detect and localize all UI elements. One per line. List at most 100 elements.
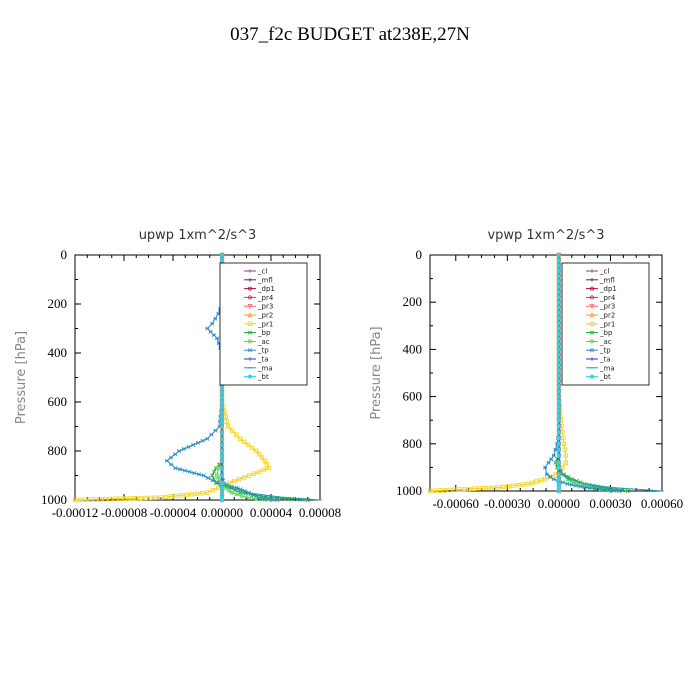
data-point	[87, 497, 93, 502]
y-tick-label: 0	[416, 247, 423, 262]
legend-marker	[590, 357, 594, 361]
data-point	[592, 486, 597, 491]
panel-title: upwp 1xm^2/s^3	[139, 228, 257, 243]
data-point	[219, 390, 224, 395]
data-point	[556, 465, 561, 470]
data-point	[556, 273, 561, 278]
data-point	[205, 490, 210, 495]
legend-label: _ma	[599, 364, 615, 372]
data-point	[164, 458, 169, 463]
data-point	[208, 329, 213, 334]
data-point	[261, 467, 266, 473]
data-point	[556, 347, 561, 352]
data-point	[210, 473, 215, 478]
data-point	[123, 496, 128, 501]
data-point	[491, 485, 497, 490]
data-point	[556, 481, 561, 486]
legend-label: _bt	[599, 373, 611, 381]
data-point	[195, 440, 200, 445]
data-point	[181, 446, 186, 452]
data-point	[265, 496, 271, 501]
data-point	[232, 478, 237, 484]
data-point	[556, 447, 561, 452]
data-point	[234, 432, 239, 437]
data-point	[249, 496, 254, 501]
legend-label: _ac	[257, 338, 270, 346]
data-point	[210, 321, 215, 326]
data-point	[216, 466, 221, 471]
legend-marker	[589, 321, 595, 326]
data-point	[608, 488, 613, 493]
data-point	[553, 447, 558, 452]
y-tick-label: 800	[403, 436, 423, 451]
legend-marker	[589, 348, 595, 353]
data-point	[534, 479, 539, 484]
data-point	[551, 453, 556, 458]
data-point	[219, 257, 224, 262]
data-point	[219, 404, 224, 409]
data-point	[205, 436, 210, 441]
legend-label: _bt	[257, 373, 269, 381]
data-point	[215, 480, 220, 485]
data-point	[211, 469, 217, 474]
data-point	[224, 419, 230, 424]
data-point	[219, 442, 224, 447]
data-point	[179, 493, 184, 498]
figure-title: 037_f2c BUDGET at238E,27N	[230, 24, 470, 45]
legend-label: _pr3	[257, 303, 273, 311]
data-point	[200, 438, 205, 443]
legend-label: _pr2	[599, 312, 615, 320]
data-point	[169, 462, 174, 467]
legend-marker	[247, 348, 253, 353]
legend-label: _mfl	[599, 276, 615, 284]
legend-marker	[248, 269, 252, 273]
legend-marker	[247, 339, 252, 344]
legend-marker	[247, 286, 252, 291]
data-point	[230, 428, 235, 433]
x-tick-label: -0.00008	[101, 505, 148, 520]
data-point	[538, 478, 544, 483]
data-point	[250, 445, 255, 451]
data-point	[215, 336, 220, 341]
data-point	[168, 455, 174, 460]
data-point	[616, 488, 622, 494]
data-point	[556, 326, 561, 331]
legend-label: _ta	[257, 356, 269, 364]
data-point	[174, 493, 179, 499]
data-point	[556, 389, 561, 394]
legend-marker	[247, 374, 252, 379]
legend-marker	[590, 286, 595, 291]
data-point	[578, 484, 583, 489]
data-point	[481, 486, 487, 491]
legend-marker	[589, 330, 595, 335]
data-point	[275, 497, 280, 503]
data-point	[476, 486, 482, 491]
data-point	[163, 494, 169, 500]
data-point	[236, 476, 242, 482]
x-tick-label: -0.00012	[52, 505, 99, 520]
data-point	[199, 490, 205, 496]
data-point	[525, 481, 531, 487]
data-point	[256, 495, 261, 500]
data-point	[556, 315, 561, 320]
legend-label: _pr4	[599, 294, 616, 302]
data-point	[256, 452, 262, 457]
data-point	[219, 485, 224, 490]
data-point	[556, 418, 561, 423]
data-point	[219, 424, 224, 429]
data-point	[209, 432, 214, 437]
data-point	[569, 482, 574, 487]
legend-marker	[248, 357, 252, 361]
legend-label: _pr4	[257, 294, 274, 302]
data-point	[556, 394, 561, 399]
data-point	[556, 258, 561, 263]
legend-marker	[590, 269, 594, 273]
data-point	[560, 435, 566, 441]
data-point	[118, 496, 123, 501]
data-point	[556, 336, 561, 341]
data-point	[556, 284, 561, 289]
data-point	[219, 458, 224, 463]
data-point	[563, 453, 568, 458]
data-point	[582, 485, 587, 490]
data-point	[556, 373, 561, 378]
